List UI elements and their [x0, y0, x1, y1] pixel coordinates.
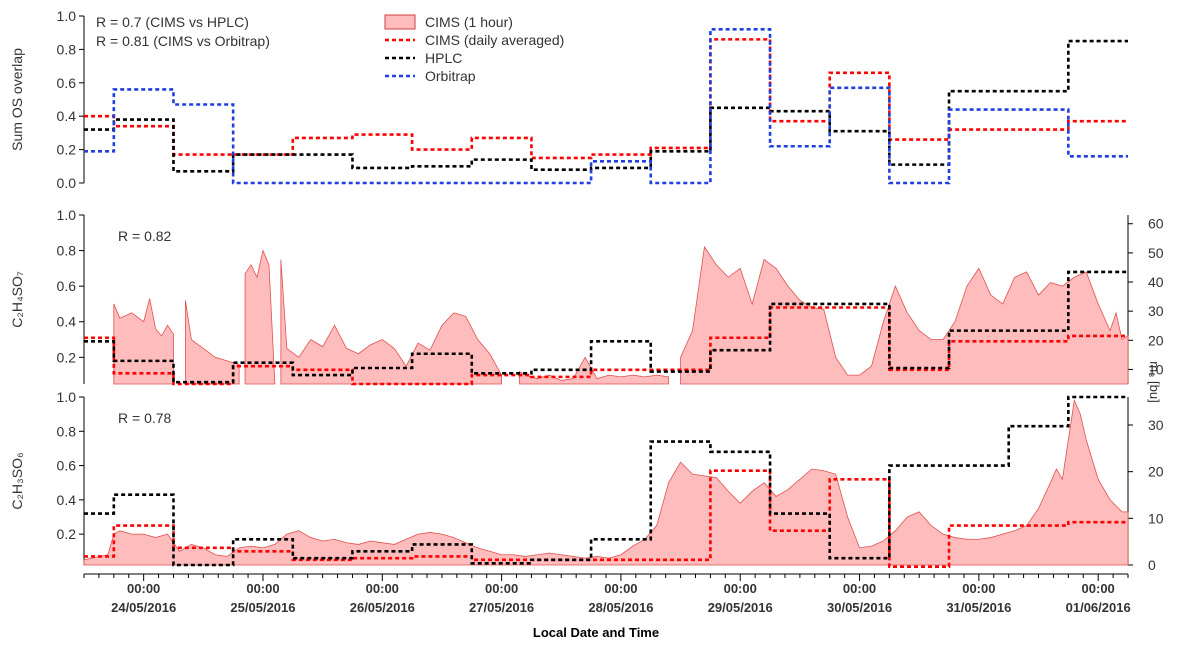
x-tick-date: 30/05/2016 — [827, 600, 892, 615]
cims-hourly-area — [185, 300, 240, 385]
chart-panels: 0.0 0.2 0.4 0.6 0.8 1.0 Sum OS overlap R = 0.7 … — [9, 8, 1164, 573]
x-tick-date: 24/05/2016 — [111, 600, 176, 615]
y-tick-label: 0.2 — [57, 526, 77, 542]
y-tick-label: 0.4 — [57, 492, 77, 508]
y-axis-label: C₂H₃SO₆ — [9, 452, 25, 509]
x-axis-label: Local Date and Time — [533, 625, 659, 640]
y-tick-label: 0.8 — [57, 243, 77, 259]
cims-hourly-area — [113, 298, 174, 385]
correlation-annotation: R = 0.82 — [118, 228, 172, 244]
x-tick-time: 00:00 — [127, 581, 160, 596]
correlation-annotation: R = 0.7 (CIMS vs HPLC) — [96, 14, 249, 30]
cims-daily-step-line — [84, 38, 1128, 160]
x-tick-time: 00:00 — [604, 581, 637, 596]
right-tick-label: 30 — [1148, 303, 1164, 319]
correlation-annotation: R = 0.78 — [118, 410, 172, 426]
y-tick-label: 0.8 — [57, 423, 77, 439]
x-tick-date: 29/05/2016 — [708, 600, 773, 615]
hplc-step-line — [84, 395, 1128, 567]
y-tick-label: 0.6 — [57, 278, 77, 294]
x-tick-time: 00:00 — [485, 581, 518, 596]
right-tick-label: 20 — [1148, 332, 1164, 348]
right-tick-label: 30 — [1148, 417, 1164, 433]
hplc-step-line — [84, 39, 1128, 173]
legend-label: CIMS (1 hour) — [425, 14, 513, 30]
legend-label: HPLC — [425, 50, 462, 66]
panel-bottom: 0.2 0.4 0.6 0.8 1.0 0 10 20 30 m₃ [bu] C₂H₃SO₆ R = … — [9, 361, 1164, 573]
cims-hourly-area — [280, 259, 502, 385]
right-tick-label: 20 — [1148, 464, 1164, 480]
x-tick-date: 26/05/2016 — [350, 600, 415, 615]
y-tick-label: 0.4 — [57, 314, 77, 330]
correlation-annotation: R = 0.81 (CIMS vs Orbitrap) — [96, 33, 270, 49]
x-tick-date: 28/05/2016 — [588, 600, 653, 615]
y-tick-label: 1.0 — [57, 389, 77, 405]
right-axis-label: m₃ [bu] — [1147, 361, 1162, 402]
chart-legend: CIMS (1 hour) CIMS (daily averaged) HPLC Or… — [384, 14, 564, 84]
panel-middle: 0.2 0.4 0.6 0.8 1.0 10 20 30 40 50 60 C₂H₄SO₇ R = 0.… — [9, 207, 1164, 386]
y-tick-label: 0.2 — [57, 349, 77, 365]
x-tick-date: 25/05/2016 — [230, 600, 295, 615]
y-tick-label: 1.0 — [57, 8, 77, 24]
y-tick-label: 0.8 — [57, 41, 77, 57]
y-tick-label: 0.0 — [57, 175, 77, 191]
hplc-step-line — [84, 270, 1128, 384]
x-axis: 00:00 24/05/2016 00:00 25/05/2016 00:00 26/05… — [83, 573, 1131, 615]
x-tick-time: 00:00 — [962, 581, 995, 596]
orbitrap-step-line — [84, 28, 1128, 185]
legend-swatch-area — [384, 14, 416, 30]
y-tick-label: 0.6 — [57, 75, 77, 91]
x-tick-date: 01/06/2016 — [1066, 600, 1131, 615]
x-tick-date: 27/05/2016 — [469, 600, 534, 615]
legend-label: CIMS (daily averaged) — [425, 32, 564, 48]
y-axis-label: C₂H₄SO₇ — [9, 271, 25, 328]
x-tick-time: 00:00 — [724, 581, 757, 596]
x-tick-time: 00:00 — [366, 581, 399, 596]
right-tick-label: 0 — [1148, 557, 1156, 573]
right-tick-label: 60 — [1148, 216, 1164, 232]
right-tick-label: 40 — [1148, 274, 1164, 290]
y-tick-label: 0.2 — [57, 142, 77, 158]
y-tick-label: 0.4 — [57, 108, 77, 124]
y-tick-label: 0.6 — [57, 458, 77, 474]
x-tick-time: 00:00 — [843, 581, 876, 596]
right-tick-label: 10 — [1148, 361, 1164, 377]
y-tick-label: 1.0 — [57, 207, 77, 223]
cims-hourly-area — [83, 398, 1129, 566]
x-tick-time: 00:00 — [1082, 581, 1115, 596]
x-tick-time: 00:00 — [246, 581, 279, 596]
right-tick-label: 50 — [1148, 245, 1164, 261]
panel-top: 0.0 0.2 0.4 0.6 0.8 1.0 Sum OS overlap R = 0.7 … — [9, 8, 1128, 191]
y-axis-label: Sum OS overlap — [9, 48, 25, 151]
cims-hourly-area — [680, 245, 1129, 385]
cims-hourly-area — [244, 249, 276, 385]
x-tick-date: 31/05/2016 — [946, 600, 1011, 615]
legend-label: Orbitrap — [425, 68, 476, 84]
right-tick-label: 10 — [1148, 510, 1164, 526]
